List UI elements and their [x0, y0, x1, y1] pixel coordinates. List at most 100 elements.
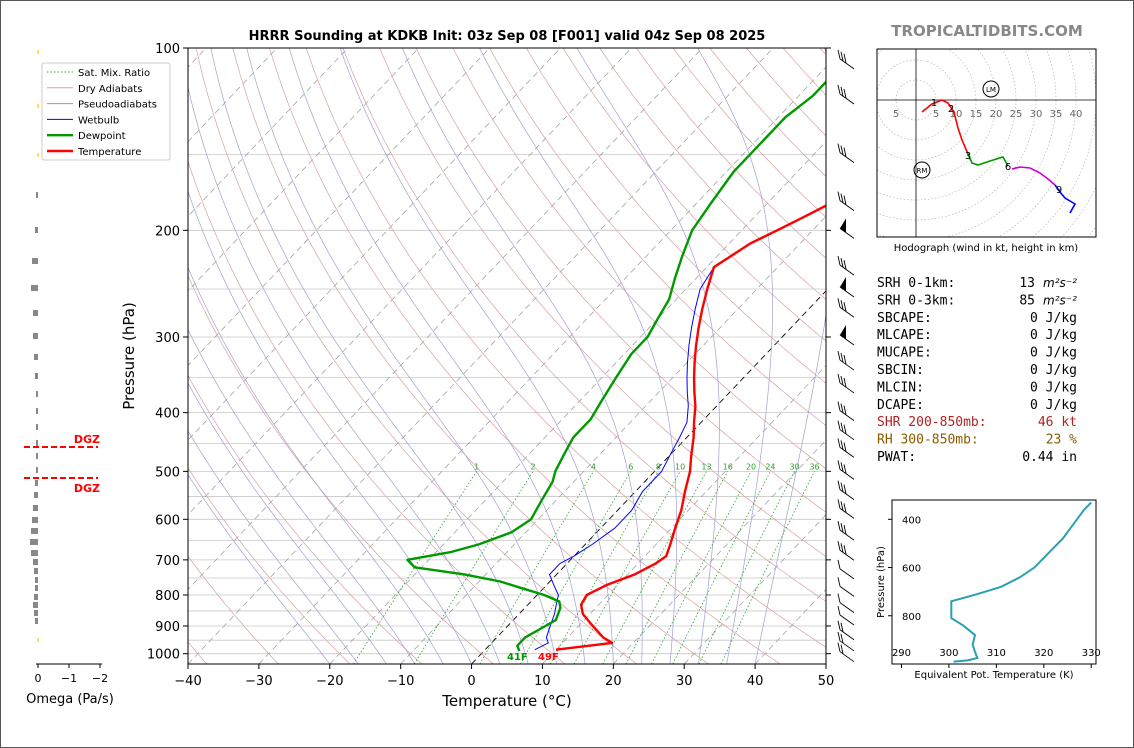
index-value: 0.44 in — [1022, 450, 1077, 465]
y-tick-label: 1000 — [147, 648, 180, 663]
omega-bar — [33, 310, 38, 316]
theta-e-border — [891, 499, 1097, 665]
y-tick-label: 900 — [155, 620, 180, 635]
hodograph-tick-label: 5 — [933, 109, 939, 120]
wind-barb — [837, 143, 855, 164]
pseudoadiabat — [188, 430, 359, 664]
theta-e-trace — [950, 501, 1092, 663]
dry-adiabat — [188, 467, 351, 664]
omega-bar — [36, 408, 38, 414]
mixing-ratio-line — [625, 471, 729, 664]
omega-bar — [34, 610, 38, 616]
mixing-ratio-line — [602, 471, 707, 664]
legend-box — [41, 62, 171, 161]
wind-barb — [837, 642, 855, 663]
omega-bar — [36, 391, 38, 397]
index-value: 0 J/kg — [1030, 328, 1077, 343]
theta-e-x-tick-label: 300 — [939, 648, 958, 659]
mixing-ratio-label: 2 — [530, 462, 535, 471]
omega-bar — [36, 440, 38, 446]
wind-barb — [837, 49, 855, 70]
pseudoadiabat — [188, 85, 501, 664]
hodograph-border — [876, 48, 1097, 238]
omega-bar — [34, 492, 38, 498]
surface-dewpoint-label: 41F — [507, 652, 528, 663]
wind-barb — [837, 420, 855, 441]
dry-adiabat — [305, 48, 826, 648]
index-value: 0 J/kg — [1030, 398, 1077, 413]
temperature-trace — [555, 204, 826, 651]
pseudoadiabat — [697, 48, 773, 664]
pseudoadiabat — [339, 48, 614, 664]
omega-bar — [35, 480, 38, 486]
dry-adiabat — [599, 48, 826, 300]
dry-adiabat — [489, 48, 826, 427]
theta-e-y-tick-label: 600 — [902, 564, 921, 575]
x-tick-label: −20 — [316, 674, 343, 689]
index-label: SRH 0-1km: — [877, 276, 955, 291]
omega-bar — [31, 528, 38, 534]
omega-bar — [36, 192, 38, 198]
index-value: 23 % — [1046, 433, 1077, 448]
y-tick-label: 200 — [155, 224, 180, 239]
wind-barb — [837, 541, 855, 561]
x-tick-label: −40 — [174, 674, 201, 689]
legend-label: Wetbulb — [78, 115, 119, 126]
omega-bar — [30, 539, 38, 545]
index-label: RH 300-850mb: — [877, 433, 979, 448]
wind-barb — [837, 191, 855, 211]
isotherm — [754, 588, 826, 664]
omega-tick-label: −1 — [61, 672, 77, 685]
x-axis-label: Temperature (°C) — [441, 692, 571, 710]
wind-barb — [837, 631, 855, 652]
pseudoadiabat — [288, 48, 586, 664]
hodograph-tick-label: 35 — [1050, 109, 1063, 120]
index-value: 0 J/kg — [1030, 346, 1077, 361]
wind-barb — [837, 521, 855, 541]
hodograph-trace — [1011, 166, 1056, 186]
wind-barb — [837, 605, 855, 626]
omega-bar — [33, 505, 38, 511]
omega-bar — [35, 577, 38, 583]
hodograph-trace — [967, 153, 1009, 167]
omega-bar — [35, 585, 38, 591]
pseudoadiabat — [754, 48, 826, 664]
omega-tick-label: −2 — [92, 672, 108, 685]
y-tick-label: 300 — [155, 331, 180, 346]
dry-adiabat — [188, 375, 422, 664]
dry-adiabat — [195, 48, 637, 664]
legend-label: Sat. Mix. Ratio — [78, 68, 150, 79]
mixing-ratio-line — [479, 471, 594, 664]
index-value: 13 — [1019, 276, 1035, 291]
wind-barb — [837, 620, 855, 641]
storm-motion-label: RM — [917, 167, 928, 175]
mixing-ratio-line — [720, 471, 815, 664]
dry-adiabat — [782, 48, 826, 96]
theta-e-y-tick-label: 800 — [902, 612, 921, 623]
mixing-ratio-label: 8 — [656, 462, 661, 471]
wind-barb — [839, 277, 855, 298]
mixing-ratio-label: 4 — [591, 462, 596, 471]
index-label: MUCAPE: — [877, 346, 932, 361]
wind-barb — [839, 218, 855, 239]
dry-adiabat — [526, 48, 826, 384]
hodograph-tick-label: 25 — [1010, 109, 1023, 120]
omega-bar — [31, 285, 38, 291]
hodograph-tick-label: 5 — [893, 109, 899, 120]
wind-barb — [837, 499, 855, 519]
mixing-ratio-line — [672, 471, 771, 664]
x-tick-label: 30 — [676, 674, 693, 689]
y-axis-label: Pressure (hPa) — [120, 302, 138, 410]
omega-positive-bar — [37, 50, 39, 54]
mixing-ratio-label: 13 — [701, 462, 711, 471]
hodograph-tick-label: 10 — [950, 109, 963, 120]
isotherm — [258, 66, 826, 664]
mixing-ratio-line — [520, 471, 632, 664]
dgz-label-bottom: DGZ — [74, 482, 100, 495]
omega-axis-label: Omega (Pa/s) — [26, 692, 114, 707]
mixing-ratio-label: 20 — [746, 462, 756, 471]
index-value: 46 kt — [1038, 415, 1077, 430]
omega-bar — [33, 559, 38, 565]
dry-adiabat — [1077, 48, 1134, 664]
mixing-ratio-label: 30 — [789, 462, 799, 471]
